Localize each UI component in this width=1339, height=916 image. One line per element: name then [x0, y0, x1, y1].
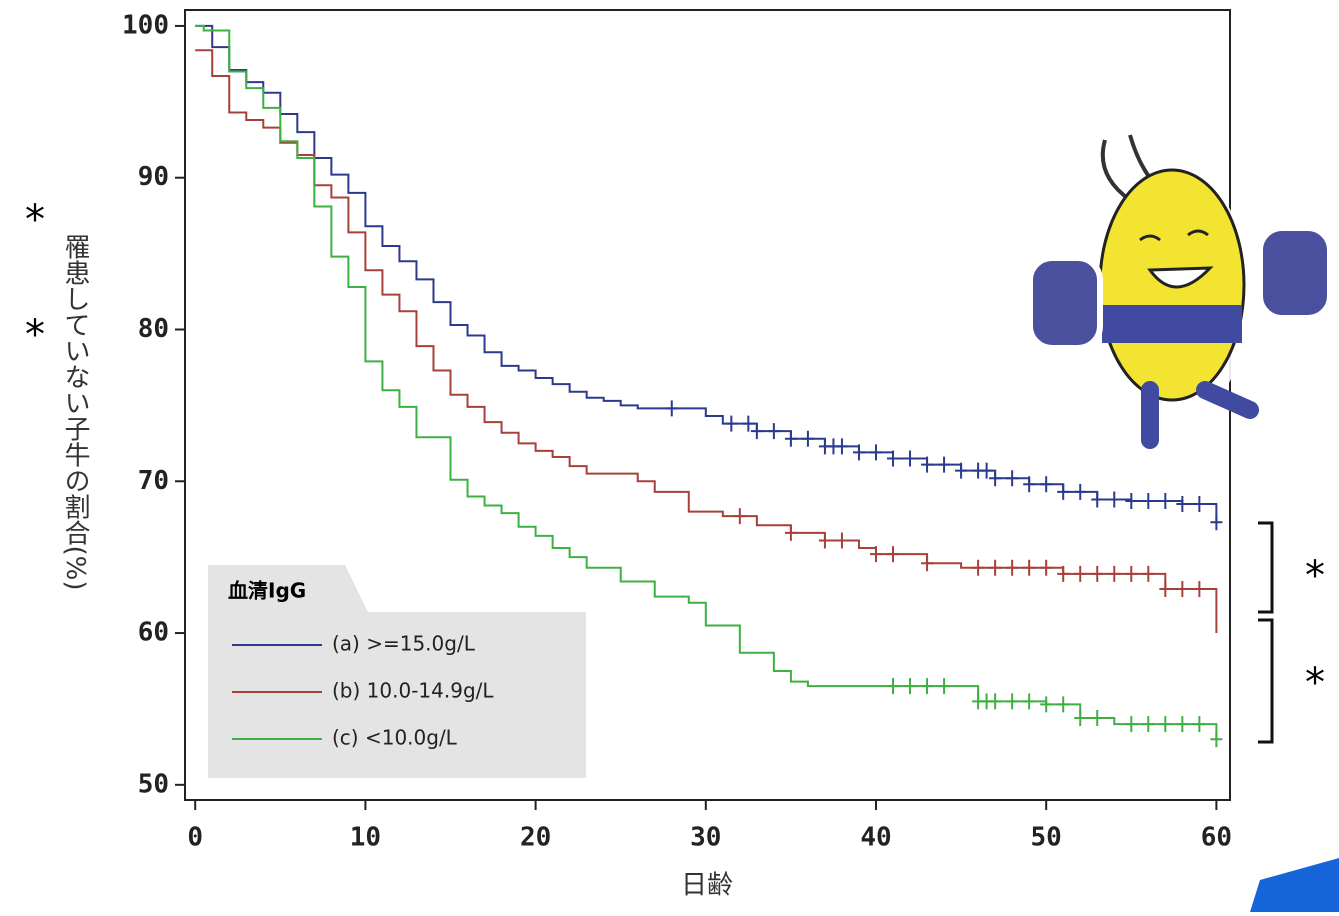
censor-mark: [1142, 565, 1155, 582]
y-tick-label: 80: [138, 314, 169, 344]
censor-mark: [1040, 559, 1053, 576]
censor-mark: [1074, 710, 1087, 727]
censor-mark: [1057, 483, 1070, 500]
mascot: [1027, 134, 1333, 449]
censor-mark: [1210, 514, 1223, 531]
censor-mark: [1176, 581, 1189, 598]
censor-mark: [1193, 716, 1206, 733]
censor-mark: [989, 470, 1002, 487]
censor-mark: [1091, 710, 1104, 727]
censor-mark: [1159, 716, 1172, 733]
y-tick-label: 50: [138, 769, 169, 799]
censor-mark: [1040, 696, 1053, 713]
censor-mark: [887, 678, 900, 695]
legend-box: [208, 565, 586, 778]
censor-mark: [1091, 565, 1104, 582]
censor-mark: [887, 450, 900, 467]
censor-mark: [1074, 483, 1087, 500]
censor-mark: [921, 456, 934, 473]
censor-mark: [1108, 565, 1121, 582]
y-tick-label: 70: [138, 466, 169, 496]
censor-mark: [938, 456, 951, 473]
censor-mark: [784, 524, 797, 541]
y-axis-label: 罹患していない子牛の割合(%): [60, 234, 90, 591]
censor-mark: [1057, 696, 1070, 713]
censor-mark: [1023, 559, 1036, 576]
censor-mark: [1006, 693, 1019, 710]
x-tick-label: 30: [690, 823, 721, 853]
y-tick-label: 90: [138, 162, 169, 192]
censor-mark: [725, 415, 738, 432]
legend-title: 血清IgG: [228, 579, 306, 603]
censor-mark: [1142, 492, 1155, 509]
censor-mark: [1210, 731, 1223, 748]
x-tick-label: 0: [187, 823, 203, 853]
x-tick-label: 20: [520, 823, 551, 853]
censor-mark: [1040, 476, 1053, 493]
censor-mark: [904, 450, 917, 467]
censor-mark: [1125, 716, 1138, 733]
censor-mark: [921, 678, 934, 695]
annotation: *: [1305, 660, 1325, 706]
censor-mark: [835, 532, 848, 549]
censor-mark: [980, 462, 993, 479]
censor-mark: [784, 430, 797, 447]
logo-shape: [1250, 858, 1339, 912]
annotation: *: [25, 312, 45, 358]
censor-mark: [750, 423, 763, 440]
censor-mark: [665, 400, 678, 417]
x-tick-label: 50: [1031, 823, 1062, 853]
censor-mark: [1125, 492, 1138, 509]
censor-mark: [1176, 716, 1189, 733]
censor-mark: [818, 532, 831, 549]
censor-mark: [1108, 491, 1121, 508]
x-tick-label: 60: [1201, 823, 1232, 853]
censor-mark: [1023, 476, 1036, 493]
annotation: *: [1305, 553, 1325, 599]
censor-mark: [938, 678, 951, 695]
censor-mark: [835, 438, 848, 455]
censor-mark: [1193, 581, 1206, 598]
censor-mark: [989, 559, 1002, 576]
x-tick-label: 40: [860, 823, 891, 853]
censor-mark: [1074, 565, 1087, 582]
censor-mark: [904, 678, 917, 695]
censor-mark: [1006, 470, 1019, 487]
censor-mark: [1176, 496, 1189, 513]
censor-mark: [1193, 496, 1206, 513]
censor-mark: [852, 444, 865, 461]
censor-mark: [972, 559, 985, 576]
censor-mark: [767, 423, 780, 440]
censor-mark: [955, 462, 968, 479]
censor-mark: [742, 415, 755, 432]
censor-mark: [801, 430, 814, 447]
survival-line: [195, 24, 1218, 740]
survival-line: [195, 49, 1218, 634]
legend-label: (b) 10.0-14.9g/L: [332, 679, 494, 703]
censor-mark: [869, 546, 882, 563]
x-axis-label: 日齢: [681, 871, 733, 901]
censor-mark: [733, 508, 746, 525]
censor-mark: [1023, 693, 1036, 710]
censor-mark: [1159, 492, 1172, 509]
censor-mark: [1006, 559, 1019, 576]
x-tick-label: 10: [350, 823, 381, 853]
censor-mark: [1057, 565, 1070, 582]
legend-label: (a) >=15.0g/L: [332, 632, 476, 656]
censor-mark: [1159, 581, 1172, 598]
censor-mark: [1091, 491, 1104, 508]
y-tick-label: 100: [122, 10, 169, 40]
censor-mark: [989, 693, 1002, 710]
annotation: *: [25, 197, 45, 243]
legend-label: (c) <10.0g/L: [332, 726, 458, 750]
y-tick-label: 60: [138, 618, 169, 648]
censor-mark: [869, 444, 882, 461]
censor-mark: [921, 555, 934, 572]
censor-mark: [1125, 565, 1138, 582]
bracket: [1258, 521, 1274, 744]
censor-mark: [887, 546, 900, 563]
censor-mark: [1142, 716, 1155, 733]
